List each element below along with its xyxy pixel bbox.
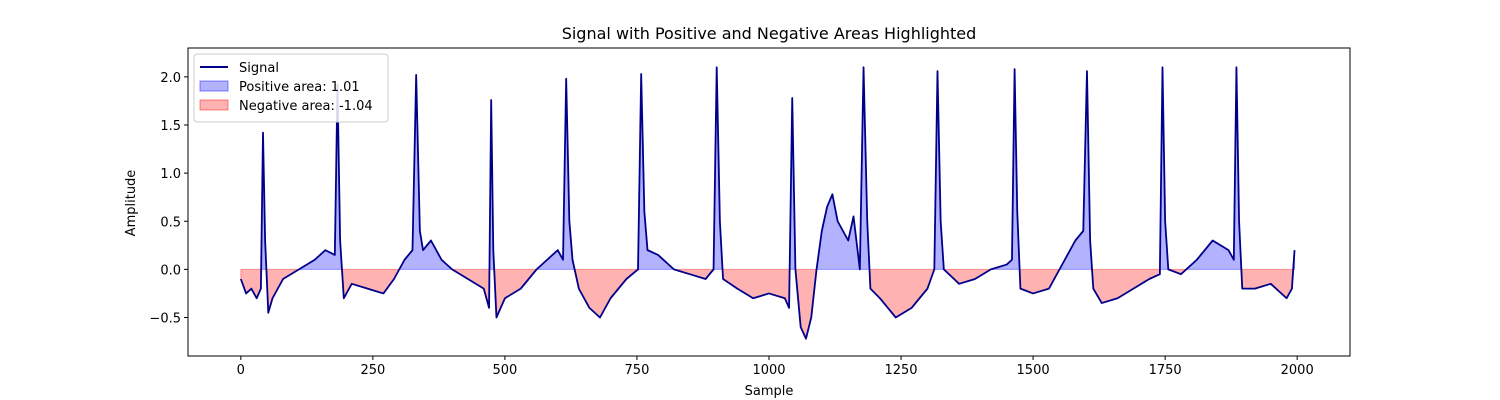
chart-title: Signal with Positive and Negative Areas …	[562, 24, 977, 43]
legend: Signal Positive area: 1.01 Negative area: …	[193, 53, 389, 123]
x-axis-ticks: 0 250 500 750 1000 1250 1500 1750 2000	[237, 356, 1314, 378]
y-tick-label: 2.0	[160, 71, 181, 86]
y-tick-label: 0.0	[160, 263, 181, 278]
y-tick-label: 1.5	[160, 119, 181, 134]
x-tick-label: 1500	[1017, 363, 1050, 378]
legend-label: Negative area: -1.04	[239, 99, 373, 114]
negative-area-fill	[1091, 268, 1161, 304]
y-tick-label: 1.0	[160, 167, 181, 182]
x-axis-label: Sample	[745, 384, 794, 399]
x-tick-label: 250	[360, 363, 385, 378]
legend-swatch-patch	[199, 80, 229, 92]
x-tick-label: 2000	[1281, 363, 1314, 378]
negative-area-fill	[1240, 268, 1294, 300]
legend-box	[193, 53, 389, 123]
positive-area-fill	[398, 74, 454, 270]
y-axis-ticks: −0.5 0.0 0.5 1.0 1.5 2.0	[149, 71, 188, 327]
signal-line-layer	[239, 66, 1296, 340]
x-tick-label: 1250	[884, 363, 917, 378]
y-tick-label: 0.5	[160, 215, 181, 230]
signal-line	[239, 66, 1296, 340]
x-tick-label: 0	[237, 363, 245, 378]
x-tick-label: 500	[492, 363, 517, 378]
x-tick-label: 750	[625, 363, 650, 378]
x-tick-label: 1750	[1149, 363, 1182, 378]
negative-area-fill	[721, 268, 791, 309]
legend-label: Signal	[239, 61, 279, 76]
positive-area-fill	[1184, 67, 1242, 270]
y-tick-label: −0.5	[149, 312, 181, 327]
y-axis-label: Amplitude	[124, 170, 139, 237]
negative-area-fill	[265, 268, 301, 313]
area-fills	[240, 67, 1296, 341]
legend-swatch-patch	[199, 99, 229, 111]
x-tick-label: 1000	[752, 363, 785, 378]
legend-label: Positive area: 1.01	[239, 80, 360, 95]
